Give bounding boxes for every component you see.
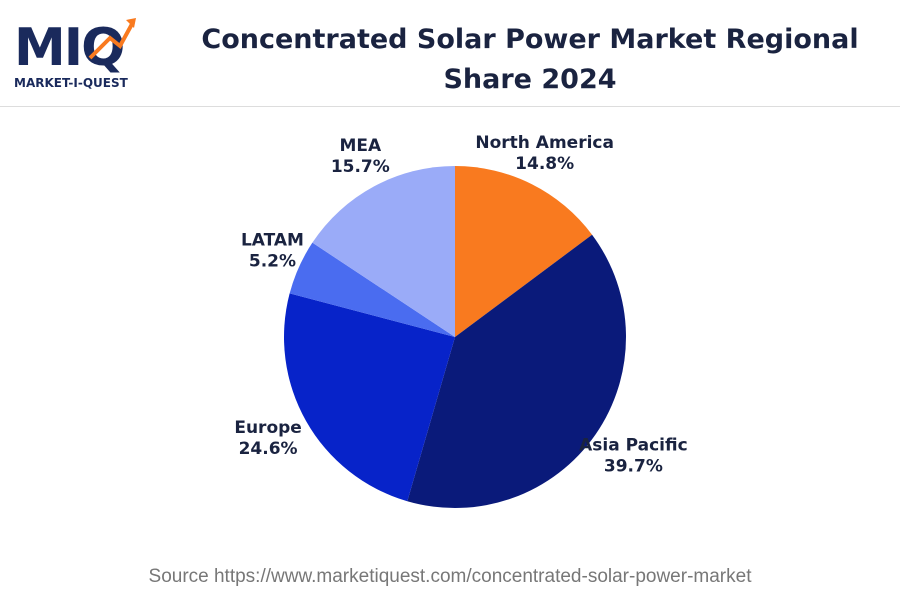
slice-label: MEA bbox=[339, 136, 382, 156]
pie-slice bbox=[407, 234, 626, 509]
slice-label: Europe bbox=[234, 418, 301, 438]
logo-arrow bbox=[88, 18, 136, 60]
slice-value: 24.6% bbox=[239, 439, 298, 459]
pie-slice bbox=[289, 242, 455, 337]
slice-label: LATAM bbox=[241, 230, 304, 250]
slice-value: 15.7% bbox=[331, 157, 390, 177]
logo-mark: MIQ bbox=[14, 18, 125, 78]
pie-slice bbox=[283, 293, 455, 502]
divider bbox=[0, 106, 900, 107]
slice-value: 14.8% bbox=[515, 154, 574, 174]
pie-slice bbox=[312, 166, 455, 337]
slice-label: North America bbox=[475, 133, 614, 153]
slice-value: 5.2% bbox=[249, 251, 296, 271]
slice-value: 39.7% bbox=[604, 457, 663, 477]
slice-label: Asia Pacific bbox=[579, 436, 688, 456]
pie-slice bbox=[455, 166, 593, 337]
logo-name: MARKET-I-QUEST bbox=[14, 76, 128, 90]
chart-title: Concentrated Solar Power Market Regional… bbox=[201, 24, 859, 95]
source: Source https://www.marketiquest.com/conc… bbox=[148, 566, 752, 587]
